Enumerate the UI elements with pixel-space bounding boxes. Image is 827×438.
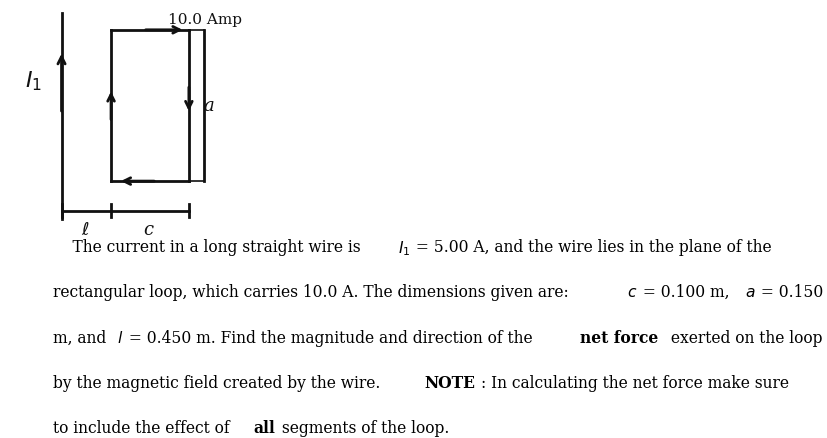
Text: net force: net force (579, 329, 657, 346)
Text: a: a (203, 97, 213, 115)
Text: NOTE: NOTE (424, 374, 475, 391)
Text: $I_1$: $I_1$ (397, 238, 409, 257)
Text: $l$: $l$ (117, 329, 123, 346)
Text: = 0.450 m. Find the magnitude and direction of the: = 0.450 m. Find the magnitude and direct… (124, 329, 537, 346)
Text: The current in a long straight wire is: The current in a long straight wire is (53, 238, 365, 255)
Text: $I_1$: $I_1$ (25, 69, 41, 93)
Text: to include the effect of: to include the effect of (53, 420, 234, 436)
Text: exerted on the loop: exerted on the loop (666, 329, 822, 346)
Text: rectangular loop, which carries 10.0 A. The dimensions given are:: rectangular loop, which carries 10.0 A. … (53, 283, 573, 300)
Text: segments of the loop.: segments of the loop. (277, 420, 449, 436)
Text: = 0.150: = 0.150 (755, 283, 823, 300)
Text: $c$: $c$ (626, 283, 637, 300)
Text: c: c (143, 221, 154, 239)
Text: by the magnetic field created by the wire.: by the magnetic field created by the wir… (53, 374, 390, 391)
Text: $\ell$: $\ell$ (80, 221, 89, 239)
Text: : In calculating the net force make sure: : In calculating the net force make sure (480, 374, 788, 391)
Text: m, and: m, and (53, 329, 111, 346)
Text: 10.0 Amp: 10.0 Amp (167, 13, 241, 27)
Text: $a$: $a$ (743, 283, 754, 300)
Text: all: all (253, 420, 275, 436)
Text: = 5.00 A, and the wire lies in the plane of the: = 5.00 A, and the wire lies in the plane… (411, 238, 771, 255)
Text: = 0.100 m,: = 0.100 m, (638, 283, 734, 300)
